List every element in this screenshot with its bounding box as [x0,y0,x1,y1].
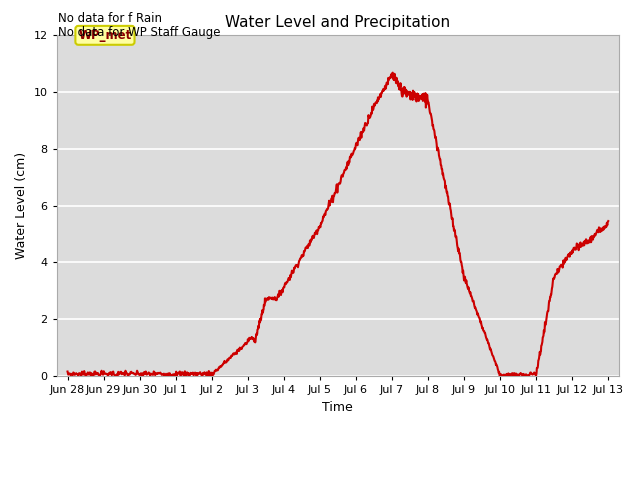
Y-axis label: Water Level (cm): Water Level (cm) [15,152,28,259]
Text: WP_met: WP_met [78,29,132,42]
Legend:  [333,421,343,431]
X-axis label: Time: Time [323,400,353,413]
Text: No data for f Rain: No data for f Rain [58,12,161,25]
Text: No data for WP Staff Gauge: No data for WP Staff Gauge [58,26,220,39]
Title: Water Level and Precipitation: Water Level and Precipitation [225,15,451,30]
